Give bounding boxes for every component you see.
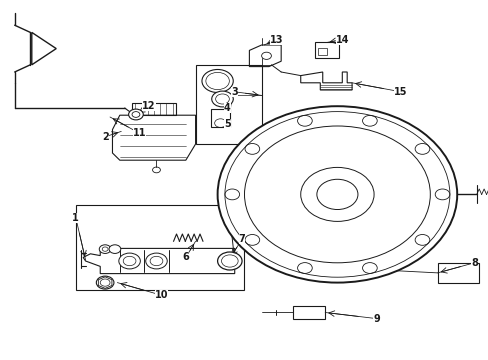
Circle shape: [99, 245, 111, 253]
Text: 7: 7: [238, 234, 245, 244]
Text: 14: 14: [335, 35, 348, 45]
Circle shape: [128, 109, 143, 120]
Circle shape: [217, 106, 456, 283]
Text: 2: 2: [102, 132, 108, 142]
Circle shape: [217, 252, 242, 270]
Text: 6: 6: [182, 252, 189, 262]
Bar: [293, 306, 325, 319]
Circle shape: [109, 245, 121, 253]
Text: 1: 1: [72, 213, 79, 223]
Text: 10: 10: [154, 290, 168, 300]
Text: 5: 5: [224, 119, 230, 129]
Bar: [318, 48, 326, 55]
Circle shape: [145, 253, 167, 269]
Text: 15: 15: [393, 87, 407, 97]
Bar: [211, 109, 229, 127]
Bar: [195, 65, 261, 144]
Circle shape: [202, 69, 233, 93]
Circle shape: [211, 91, 233, 107]
Circle shape: [119, 253, 140, 269]
Circle shape: [96, 276, 114, 289]
Bar: [437, 263, 478, 283]
Bar: [315, 42, 338, 58]
Text: 3: 3: [231, 87, 238, 97]
Text: 12: 12: [142, 101, 156, 111]
Bar: [76, 205, 244, 290]
Text: 9: 9: [372, 314, 379, 324]
Text: 11: 11: [132, 128, 146, 138]
Text: 8: 8: [470, 258, 477, 268]
Text: 4: 4: [224, 103, 230, 113]
Text: 13: 13: [269, 35, 283, 45]
